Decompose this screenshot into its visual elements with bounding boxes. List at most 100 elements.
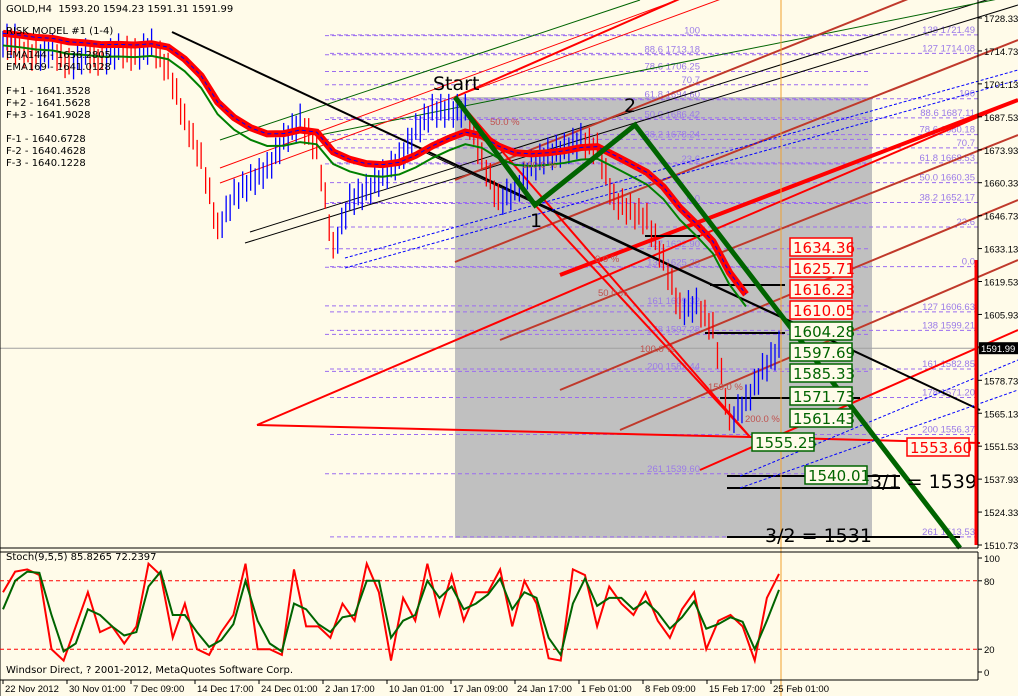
price-tick-label: 1646.73	[984, 212, 1018, 223]
trend-line	[454, 39, 1018, 263]
current-price-label: 1591.99	[981, 344, 1015, 355]
price-box-1540: 1540.01	[808, 467, 870, 485]
price-box-1553-frame	[906, 437, 970, 457]
price-tick-label: 1619.53	[984, 278, 1018, 289]
fib-label-right: 38.2 1652.17	[920, 192, 975, 203]
f-minus-1: F-1 - 1640.6728	[6, 134, 86, 145]
time-tick-label: 7 Dec 09:00	[133, 684, 184, 695]
time-tick-label: 24 Dec 01:00	[261, 684, 318, 695]
price-box-1540-frame	[804, 465, 868, 485]
trend-line	[249, 0, 988, 233]
price-box-red: 1616.23	[793, 281, 855, 299]
price-boxes: 1634.36 1625.71 1616.23 1610.05 1604.28 1597.…	[751, 237, 972, 485]
fib-label-right: 88.6 1687.11	[920, 108, 975, 119]
price-tick-label: 1633.13	[984, 245, 1018, 256]
time-tick-label: 15 Feb 17:00	[709, 684, 765, 695]
trend-line	[219, 0, 641, 141]
time-axis: 22 Nov 2012 30 Nov 01:00 7 Dec 09:00 14 Dec…	[2, 680, 829, 695]
symbol-label: GOLD,H4	[6, 4, 52, 15]
f-plus-2: F+2 - 1641.5628	[6, 98, 91, 109]
copyright-label: Windsor Direct, ? 2001-2012, MetaQuotes …	[6, 665, 294, 676]
fib-label-left: 38.2 1678.24	[645, 129, 700, 140]
price-box-green: 1561.43	[793, 410, 855, 428]
wave-label-2: 2	[624, 95, 636, 117]
pct-label: 100.0 %	[640, 344, 675, 355]
price-box-red: 1610.05	[793, 302, 855, 320]
time-tick-label: 22 Nov 2012	[5, 684, 59, 695]
chart-header: GOLD,H4 1593.20 1594.23 1591.31 1591.99	[6, 4, 233, 16]
stoch-tick-label: 80	[984, 577, 995, 588]
price-box-red: 1634.36	[793, 239, 855, 257]
price-box-green: 1571.73	[793, 388, 855, 406]
fib-label-right: 61.8 1668.53	[920, 153, 975, 164]
time-tick-label: 2 Jan 17:00	[325, 684, 375, 695]
stoch-tick-label: 100	[984, 554, 1000, 565]
fib-label-right: 138 1721.49	[922, 25, 975, 36]
time-tick-label: 8 Feb 09:00	[645, 684, 696, 695]
stoch-tick-label: 0	[984, 668, 989, 679]
price-box-green: 1597.69	[793, 344, 855, 362]
fib-label-right: 200 1556.37	[922, 424, 975, 435]
price-box-red-frame	[789, 300, 853, 320]
wave-label-1: 1	[530, 210, 542, 232]
fib-label-left: 127 1632.90	[647, 239, 700, 250]
time-tick-label: 1 Feb 01:00	[581, 684, 632, 695]
time-tick-label: 24 Jan 17:00	[517, 684, 572, 695]
fib-label-right: 138 1599.21	[922, 320, 975, 331]
dashed-channel-line	[344, 69, 1018, 259]
price-box-red-frame	[789, 237, 853, 257]
fib-label-right: 50.0 1660.35	[920, 173, 975, 184]
price-tick-label: 1551.53	[984, 442, 1018, 453]
trend-line	[256, 424, 751, 438]
pct-label: 100.0 %	[522, 160, 557, 171]
trend-line	[454, 96, 751, 438]
time-tick-label: 25 Feb 01:00	[773, 684, 829, 695]
trend-line	[244, 4, 1018, 244]
fib-label-left: 61.8 1694.60	[645, 90, 700, 101]
price-tick-label: 1578.73	[984, 376, 1018, 387]
fib-label-right: 127 1714.08	[922, 43, 975, 54]
fib-label-right: 0.0	[962, 257, 975, 268]
pct-label: 0.0 %	[595, 254, 620, 265]
fib-label-left: 161 1609.32	[647, 296, 700, 307]
time-tick-label: 17 Jan 09:00	[453, 684, 508, 695]
trend-line	[419, 149, 981, 411]
fib-label-left: 200 1582.44	[647, 361, 700, 372]
trend-line	[454, 0, 909, 181]
price-tick-label: 1605.93	[984, 310, 1018, 321]
target-3-2: 3/2 = 1531	[765, 525, 872, 547]
price-box-red-frame	[789, 279, 853, 299]
ema169-line	[2, 44, 747, 308]
time-tick-label: 30 Nov 01:00	[69, 684, 126, 695]
trend-line	[256, 99, 1018, 426]
price-tick-label: 1673.93	[984, 146, 1018, 157]
trend-line	[219, 0, 680, 169]
trend-line	[534, 204, 751, 438]
trend-line	[219, 0, 720, 184]
stoch-tick-label: 20	[984, 645, 995, 656]
price-tick-label: 1524.33	[984, 508, 1018, 519]
price-box-red-frame	[789, 258, 853, 278]
price-box-green-frame	[789, 342, 853, 362]
price-box-1553: 1553.60	[910, 439, 972, 457]
fib-label-left: 70.7	[682, 75, 701, 86]
price-box-green: 1555.25	[755, 434, 817, 452]
trend-line	[559, 98, 1018, 277]
price-box-green-frame	[789, 408, 853, 428]
f-minus-2: F-2 - 1640.4628	[6, 146, 86, 157]
stoch-label: Stoch(9,5,5) 85.8265 72.2397	[6, 552, 157, 563]
trend-line	[559, 199, 1018, 391]
target-3-1: 3/1 = 1539	[870, 471, 977, 493]
time-tick-label: 14 Dec 17:00	[197, 684, 254, 695]
ema144-label: EMA144 - 1636.2805	[6, 50, 111, 61]
ohlc-values: 1593.20 1594.23 1591.31 1591.99	[58, 4, 234, 15]
trend-line	[454, 0, 680, 98]
stoch-main-line	[2, 560, 780, 665]
f-plus-1: F+1 - 1641.3528	[6, 86, 91, 97]
stochastic-panel: 100 80 20 0	[0, 551, 1000, 681]
price-tick-label: 1565.13	[984, 409, 1018, 420]
price-box-green-frame	[789, 386, 853, 406]
stoch-signal-line	[2, 569, 780, 658]
